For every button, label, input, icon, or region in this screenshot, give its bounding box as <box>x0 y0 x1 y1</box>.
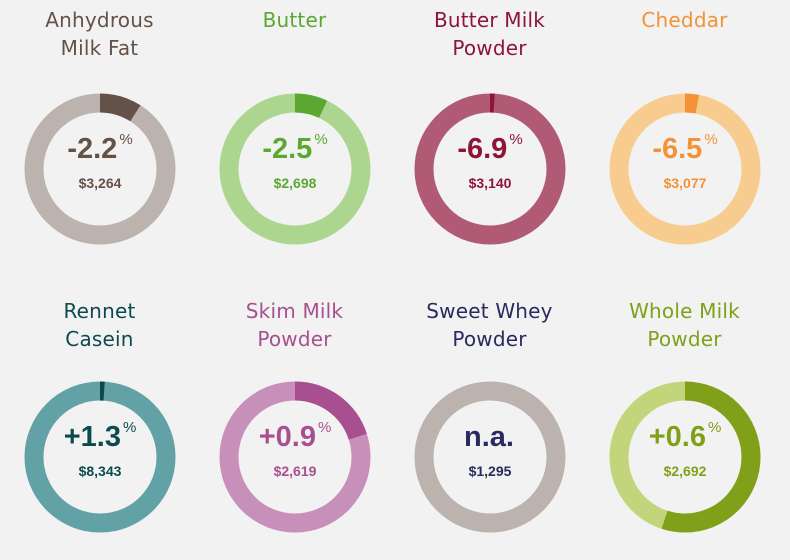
title-line: Anhydrous <box>45 8 154 32</box>
product-card: Anhydrous Milk Fat -2.2% $3,264 <box>2 6 197 245</box>
product-title: Sweet Whey Powder <box>392 297 587 353</box>
price-value: $8,343 <box>78 463 122 479</box>
title-line: Powder <box>647 327 722 351</box>
donut-fill <box>609 381 761 533</box>
price-value: $3,077 <box>663 175 707 191</box>
percent-sign: % <box>314 131 328 148</box>
percent-sign: % <box>707 419 722 436</box>
donut-chart: +1.3% $8,343 <box>24 381 176 533</box>
change-value: +0.9% <box>258 419 332 453</box>
product-title: Whole Milk Powder <box>587 297 782 353</box>
donut-fill <box>219 93 371 245</box>
donut-track <box>24 381 176 533</box>
donut-track <box>219 93 371 245</box>
donut-fill <box>24 381 176 533</box>
change-value: +1.3% <box>63 419 137 453</box>
change-value: -2.5% <box>262 131 328 165</box>
product-card: Sweet Whey Powder n.a. $1,295 <box>392 297 587 533</box>
product-card: Butter -2.5% $2,698 <box>197 6 392 245</box>
title-line: Butter <box>262 8 327 32</box>
price-value: $2,692 <box>663 463 707 479</box>
percent-sign: % <box>704 131 718 148</box>
change-value: +0.6% <box>648 419 722 453</box>
title-line: Powder <box>452 327 527 351</box>
donut-fill <box>609 93 761 245</box>
price-value: $3,264 <box>78 175 122 191</box>
donut-chart: +0.9% $2,619 <box>219 381 371 533</box>
title-line: Rennet <box>63 299 136 323</box>
donut-chart: -6.5% $3,077 <box>609 93 761 245</box>
donut-track <box>24 93 176 245</box>
product-card: Butter Milk Powder -6.9% $3,140 <box>392 6 587 245</box>
donut-chart: +0.6% $2,692 <box>609 381 761 533</box>
product-title: Butter <box>197 6 392 62</box>
title-line: Whole Milk <box>629 299 740 323</box>
percent-sign: % <box>509 131 523 148</box>
title-line: Powder <box>452 36 527 60</box>
product-title: Cheddar <box>587 6 782 62</box>
donut-fill <box>219 381 371 533</box>
donut-chart: n.a. $1,295 <box>414 381 566 533</box>
price-value: $2,619 <box>273 463 317 479</box>
change-value: -6.9% <box>457 131 523 165</box>
product-title: Butter Milk Powder <box>392 6 587 62</box>
product-title: Anhydrous Milk Fat <box>2 6 197 62</box>
title-line: Skim Milk <box>245 299 344 323</box>
donut-chart: -2.2% $3,264 <box>24 93 176 245</box>
product-card: Rennet Casein +1.3% $8,343 <box>2 297 197 533</box>
change-value: -2.2% <box>67 131 133 165</box>
donut-fill <box>24 93 176 245</box>
change-value: -6.5% <box>652 131 718 165</box>
product-card: Whole Milk Powder +0.6% $2,692 <box>587 297 782 533</box>
product-title: Skim Milk Powder <box>197 297 392 353</box>
title-line: Casein <box>65 327 134 351</box>
donut-chart: -6.9% $3,140 <box>414 93 566 245</box>
price-value: $1,295 <box>468 463 512 479</box>
percent-sign: % <box>119 131 133 148</box>
donut-fill <box>414 93 566 245</box>
donut-track <box>414 381 566 533</box>
percent-sign: % <box>317 419 332 436</box>
change-value: n.a. <box>464 421 514 453</box>
title-line: Sweet Whey <box>426 299 553 323</box>
donut-chart: -2.5% $2,698 <box>219 93 371 245</box>
product-card: Skim Milk Powder +0.9% $2,619 <box>197 297 392 533</box>
percent-sign: % <box>122 419 137 436</box>
price-value: $3,140 <box>468 175 512 191</box>
donut-track <box>609 93 761 245</box>
product-card: Cheddar -6.5% $3,077 <box>587 6 782 245</box>
donut-track <box>414 93 566 245</box>
title-line: Powder <box>257 327 332 351</box>
title-line: Butter Milk <box>433 8 546 32</box>
title-line: Cheddar <box>641 8 728 32</box>
product-title: Rennet Casein <box>2 297 197 353</box>
price-value: $2,698 <box>273 175 317 191</box>
title-line: Milk Fat <box>60 36 139 60</box>
